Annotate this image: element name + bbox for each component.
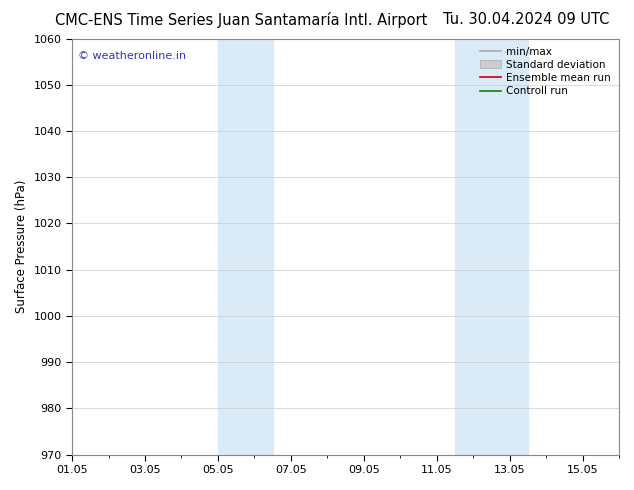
Bar — [455, 39, 528, 455]
Text: © weatheronline.in: © weatheronline.in — [77, 51, 186, 61]
Y-axis label: Surface Pressure (hPa): Surface Pressure (hPa) — [15, 180, 28, 313]
Legend: min/max, Standard deviation, Ensemble mean run, Controll run: min/max, Standard deviation, Ensemble me… — [477, 44, 614, 99]
Text: CMC-ENS Time Series Juan Santamaría Intl. Airport: CMC-ENS Time Series Juan Santamaría Intl… — [55, 12, 427, 28]
Bar — [218, 39, 273, 455]
Text: Tu. 30.04.2024 09 UTC: Tu. 30.04.2024 09 UTC — [443, 12, 609, 27]
